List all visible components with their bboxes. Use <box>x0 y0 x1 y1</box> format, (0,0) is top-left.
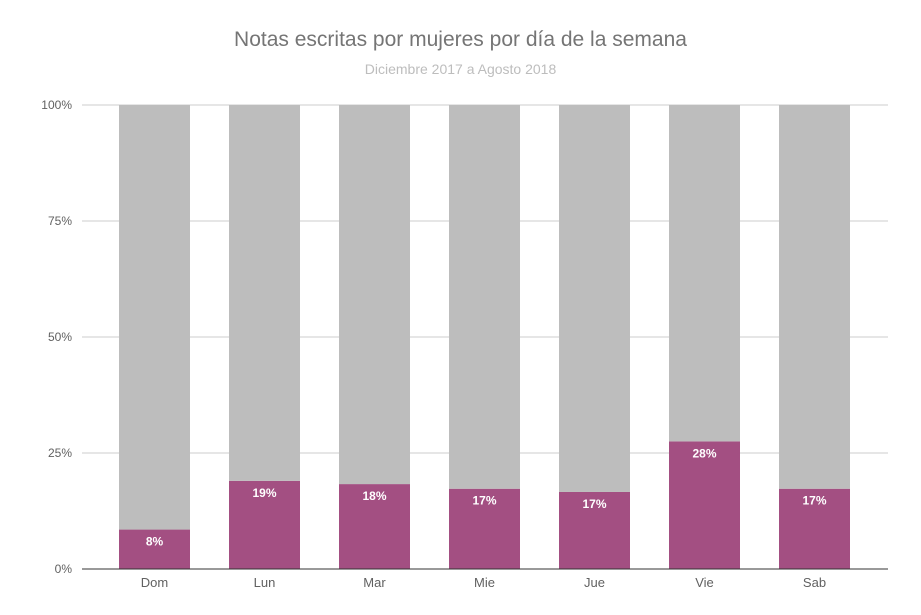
x-tick-label: Jue <box>584 575 605 590</box>
data-label: 8% <box>146 535 164 549</box>
bar-segment-women <box>449 488 520 569</box>
data-label: 17% <box>582 497 606 511</box>
x-tick-label: Vie <box>695 575 714 590</box>
bar-segment-women <box>559 491 630 569</box>
data-label: 18% <box>362 489 386 503</box>
x-tick-label: Dom <box>141 575 168 590</box>
bar-segment-women <box>229 480 300 569</box>
bar-segment-rest <box>669 105 740 442</box>
bar-segment-rest <box>779 105 850 489</box>
bar-segment-rest <box>229 105 300 481</box>
bar-segment-rest <box>339 105 410 485</box>
chart-subtitle: Diciembre 2017 a Agosto 2018 <box>364 61 557 77</box>
y-tick-label: 50% <box>48 330 72 344</box>
data-label: 28% <box>692 446 716 460</box>
bar-segment-rest <box>119 105 190 530</box>
y-tick-label: 0% <box>55 562 73 576</box>
chart-title: Notas escritas por mujeres por día de la… <box>234 28 687 51</box>
bar-segment-women <box>339 484 410 569</box>
x-tick-label: Mar <box>363 575 386 590</box>
data-label: 17% <box>472 494 496 508</box>
bar-segment-women <box>669 441 740 569</box>
y-tick-label: 100% <box>41 98 72 112</box>
bar-segment-women <box>119 529 190 569</box>
data-label: 19% <box>252 486 276 500</box>
data-label: 17% <box>802 494 826 508</box>
x-tick-label: Lun <box>254 575 276 590</box>
x-tick-label: Mie <box>474 575 495 590</box>
bar-segment-rest <box>559 105 630 492</box>
bar-segment-rest <box>449 105 520 489</box>
x-tick-label: Sab <box>803 575 826 590</box>
y-tick-label: 25% <box>48 446 72 460</box>
bar-segment-women <box>779 488 850 569</box>
y-tick-label: 75% <box>48 214 72 228</box>
